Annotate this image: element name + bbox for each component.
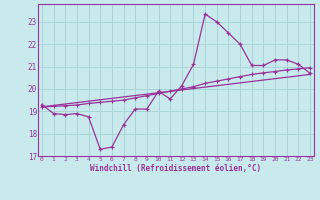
X-axis label: Windchill (Refroidissement éolien,°C): Windchill (Refroidissement éolien,°C) [91, 164, 261, 173]
